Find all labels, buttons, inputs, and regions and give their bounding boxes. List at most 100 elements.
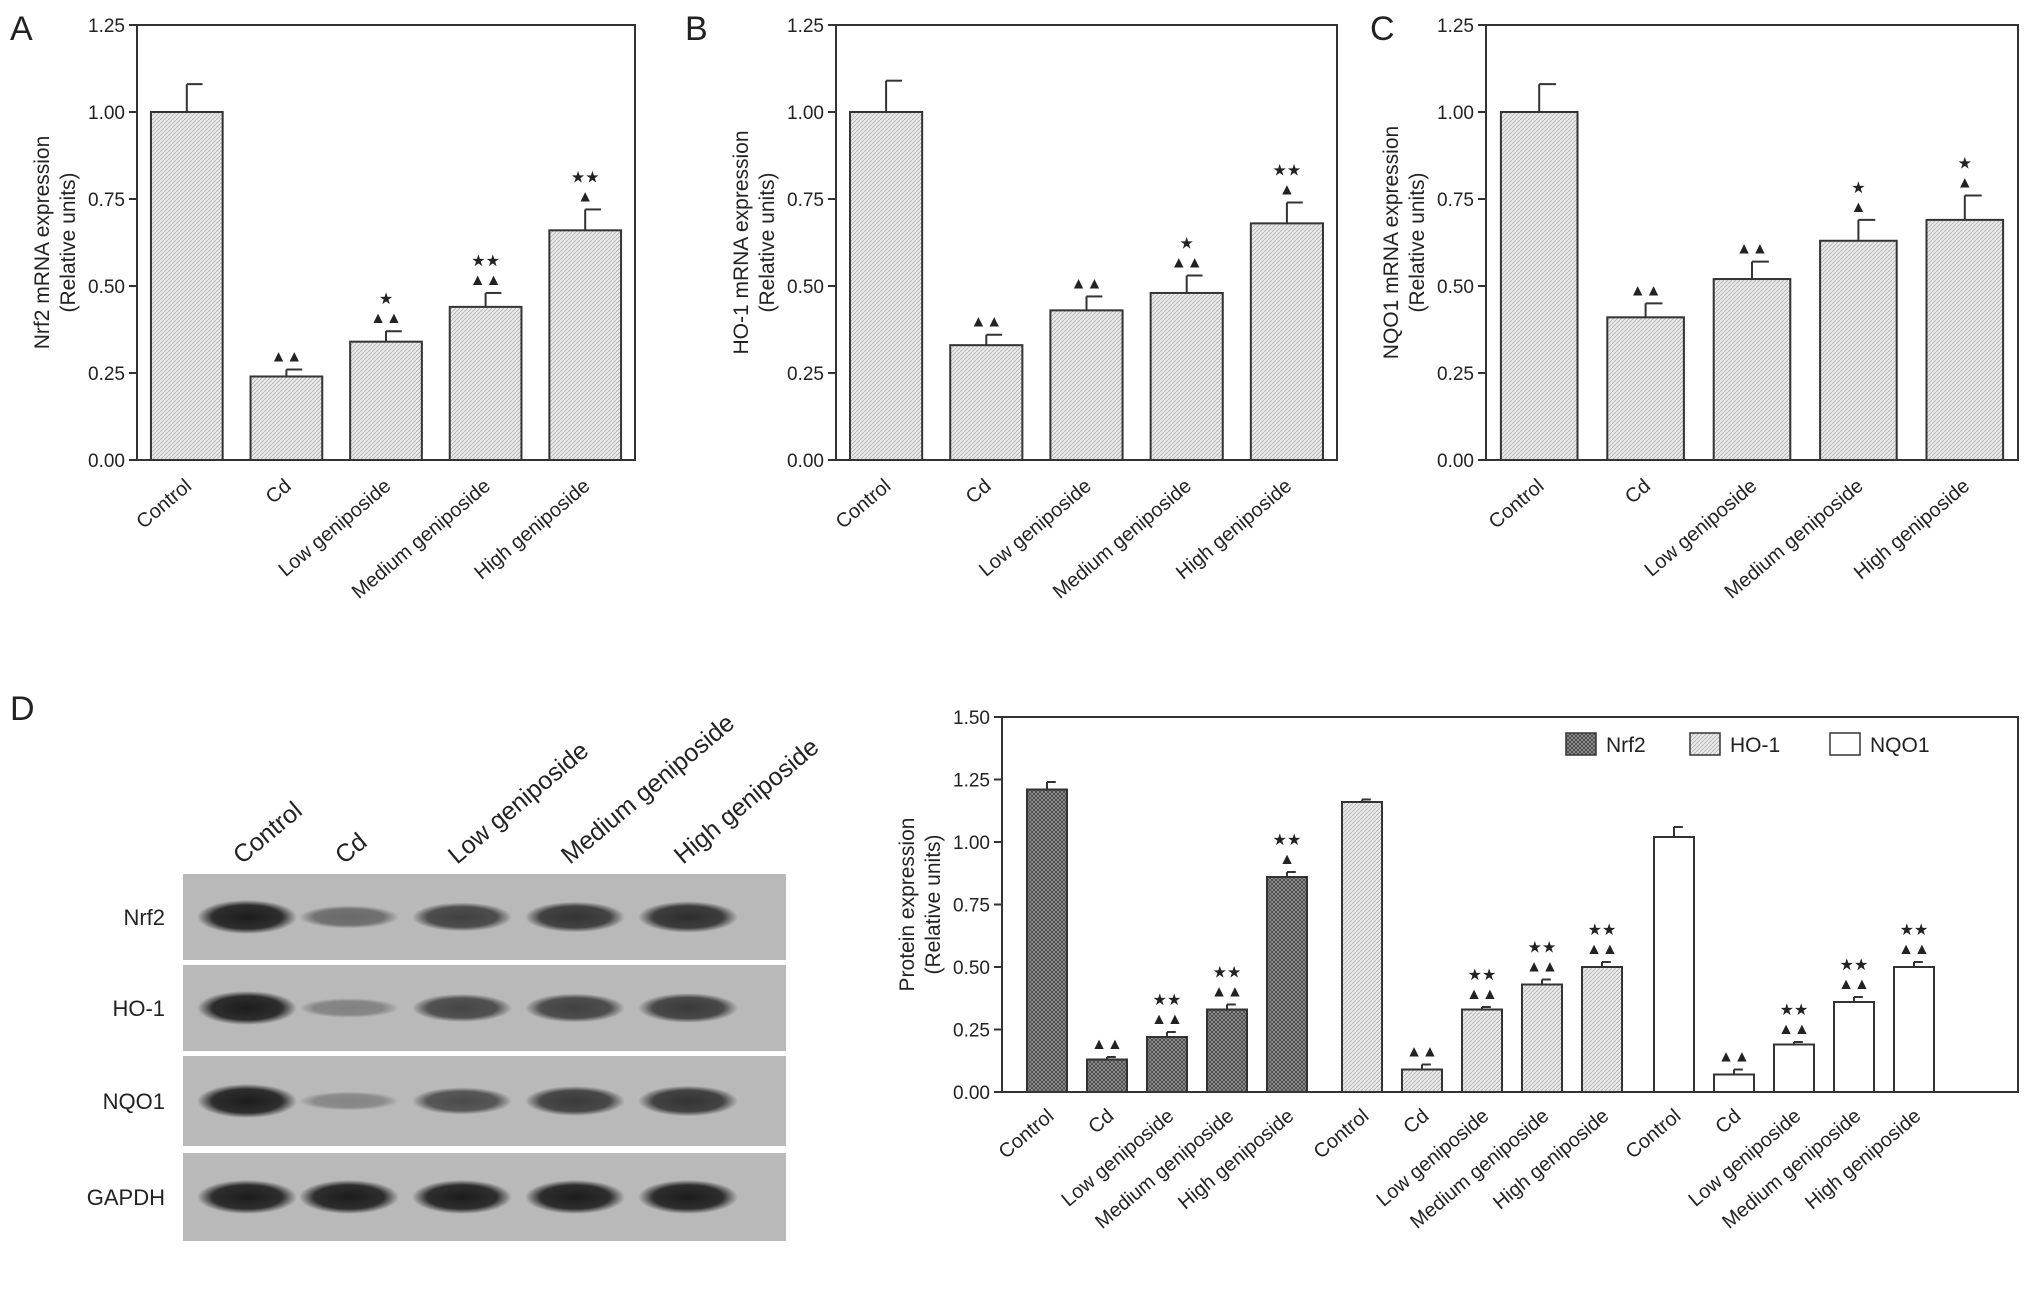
panel-b-ylabel: HO-1 mRNA expression (Relative units): [730, 130, 779, 354]
panel-a-sig-star: ★★: [471, 253, 500, 270]
panel-b-bar: [1049, 309, 1124, 461]
blot-band: [412, 902, 512, 932]
protein-nrf2-sig-star: ★★: [1273, 832, 1302, 849]
panel-b: B 0.00 0.25 0.50 0.75 1.00 1.25 HO-1 mRNA expre…: [685, 10, 1338, 603]
blot-band: [525, 1086, 625, 1116]
protein-ylabel: Protein expression (Relative units): [896, 818, 945, 992]
panel-c-sig-star: ★: [1958, 156, 1972, 173]
panel-b-ytick-label: 0.25: [787, 364, 824, 385]
protein-ho-1-bar: [1341, 801, 1383, 1093]
panel-b-ytick-label: 1.00: [787, 103, 824, 124]
blot-row-label: NQO1: [103, 1089, 165, 1114]
panel-letter: A: [10, 10, 33, 48]
protein-nrf2-category-label: Control: [995, 1105, 1059, 1163]
panel-c: C 0.00 0.25 0.50 0.75 1.00 1.25 NQO1 mRNA expre…: [1370, 10, 2019, 603]
panel-letter: D: [10, 690, 35, 728]
panel-c-ytick-label: 1.25: [1437, 16, 1474, 37]
protein-nrf2-sig-star: ★★: [1213, 965, 1242, 982]
panel-b-ytick-label: 0.75: [787, 190, 824, 211]
panel-a-bar: [249, 375, 324, 462]
protein-ytick-label: 1.50: [953, 708, 990, 729]
protein-nqo1-bar: [1773, 1043, 1815, 1093]
panel-c-ylabel-line: NQO1 mRNA expression: [1380, 126, 1403, 359]
panel-a-category-label: Cd: [262, 475, 296, 508]
panel-c-bar: [1499, 111, 1579, 461]
protein-ytick-label: 0.75: [953, 896, 990, 917]
panel-b-bar: [1149, 291, 1224, 461]
protein-nqo1-sig-triangle: ▲▲: [1778, 1021, 1810, 1038]
panel-a-ytick-label: 1.00: [88, 103, 125, 124]
blot-lane-label: Cd: [330, 828, 372, 870]
panel-c-bar: [1712, 278, 1792, 462]
blot-lane-label: Control: [228, 796, 308, 869]
protein-nqo1-bar: [1833, 1001, 1875, 1093]
protein-nrf2-sig-triangle: ▲: [1279, 851, 1295, 868]
legend-label: Nrf2: [1606, 734, 1646, 757]
panel-c-ytick-label: 0.75: [1437, 190, 1474, 211]
panel-a-sig-triangle: ▲▲: [271, 349, 303, 366]
protein-ho-1-sig-star: ★★: [1528, 940, 1557, 957]
protein-nqo1-sig-star: ★★: [1900, 922, 1929, 939]
protein-nrf2-category-label: Cd: [1084, 1105, 1118, 1138]
protein-nqo1-sig-star: ★★: [1780, 1002, 1809, 1019]
protein-nqo1-category-label: Cd: [1711, 1105, 1745, 1138]
blot-band: [412, 1180, 512, 1214]
protein-ho-1-sig-star: ★★: [1588, 922, 1617, 939]
panel-b-bar: [949, 344, 1024, 461]
panel-a-sig-triangle: ▲▲: [370, 310, 402, 327]
panel-a-ylabel-line: Nrf2 mRNA expression: [31, 136, 54, 350]
blot-band: [197, 1084, 297, 1118]
blot-row-label: HO-1: [112, 996, 165, 1021]
legend-swatch: [1565, 732, 1597, 756]
panel-a-ylabel-line: (Relative units): [57, 172, 80, 312]
panel-b-ylabel-line: HO-1 mRNA expression: [730, 130, 753, 354]
protein-nrf2-sig-triangle: ▲▲: [1091, 1036, 1123, 1053]
protein-nqo1-bar: [1893, 966, 1935, 1093]
panel-b-sig-star: ★★: [1273, 162, 1302, 179]
blot-band: [299, 1180, 399, 1214]
protein-ho-1-category-label: Cd: [1399, 1105, 1433, 1138]
panel-b-sig-triangle: ▲: [1279, 181, 1295, 198]
blot-band: [197, 1180, 297, 1214]
protein-nqo1-bar: [1653, 836, 1695, 1093]
panel-b-sig-triangle: ▲▲: [1171, 255, 1203, 272]
panel-c-category-label: Low geniposide: [1641, 475, 1762, 581]
protein-nqo1-sig-triangle: ▲▲: [1838, 976, 1870, 993]
protein-ho-1-bar: [1401, 1068, 1443, 1093]
protein-nrf2-bar: [1086, 1058, 1128, 1093]
blot-band: [197, 900, 297, 934]
panel-c-category-label: Cd: [1621, 475, 1655, 508]
protein-ho-1-category-label: Control: [1310, 1105, 1374, 1163]
protein-ho-1-bar: [1461, 1008, 1503, 1093]
protein-ylabel-line: (Relative units): [922, 834, 945, 974]
protein-ytick-label: 0.25: [953, 1021, 990, 1042]
blot-row-label: GAPDH: [87, 1185, 165, 1210]
panel-a-bar: [349, 340, 423, 461]
panel-b-bar: [1249, 222, 1324, 461]
panel-c-sig-triangle: ▲: [1957, 175, 1973, 192]
panel-a-bar: [149, 111, 224, 461]
blot-band: [638, 993, 738, 1023]
panel-b-sig-triangle: ▲▲: [970, 314, 1002, 331]
panel-b-sig-triangle: ▲▲: [1071, 275, 1103, 292]
panel-letter: B: [685, 10, 708, 48]
blot-band: [299, 905, 399, 929]
legend-label: HO-1: [1730, 734, 1780, 757]
protein-nqo1-sig-triangle: ▲▲: [1718, 1049, 1750, 1066]
protein-ytick-label: 1.25: [953, 771, 990, 792]
panel-b-ytick-label: 1.25: [787, 16, 824, 37]
protein-nrf2-sig-triangle: ▲▲: [1151, 1011, 1183, 1028]
panel-a-ytick-label: 0.75: [88, 190, 125, 211]
blot-band: [525, 993, 625, 1023]
panel-a-sig-star: ★: [379, 291, 393, 308]
protein-ho-1-sig-triangle: ▲▲: [1586, 941, 1618, 958]
mrna-panels: A 0.00 0.25 0.50 0.75 1.00 1.25 Nrf2 mRNA expre…: [10, 10, 2019, 603]
panel-c-ylabel: NQO1 mRNA expression (Relative units): [1380, 126, 1429, 359]
protein-nrf2-bar: [1146, 1036, 1188, 1093]
blot-band: [412, 993, 512, 1023]
protein-expression-panel: 0.00 0.25 0.50 0.75 1.00 1.25 1.50 Protein expr…: [896, 708, 2019, 1233]
protein-ytick-label: 0.50: [953, 958, 990, 979]
panel-c-sig-triangle: ▲▲: [1630, 282, 1662, 299]
